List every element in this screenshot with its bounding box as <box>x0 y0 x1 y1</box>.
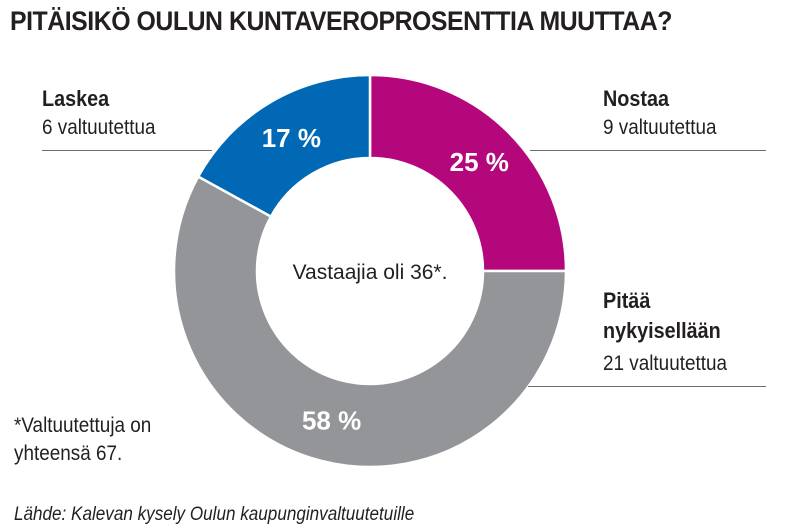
donut-slice-1 <box>172 174 568 469</box>
legend-laskea-label: Laskea <box>42 86 110 111</box>
donut-slice-0 <box>368 73 568 273</box>
footnote-line-2: yhteensä 67. <box>14 442 123 465</box>
source-note: Lähde: Kalevan kysely Oulun kaupunginval… <box>14 504 415 525</box>
legend-pitaa-count: 21 valtuutettua <box>603 352 728 375</box>
legend-laskea-count: 6 valtuutettua <box>42 116 156 139</box>
footnote-line-1: *Valtuutettuja on <box>14 414 152 437</box>
slice-value-label-1: 58 % <box>302 406 361 436</box>
slice-value-label-2: 17 % <box>262 123 321 153</box>
center-text: Vastaajia oli 36*. <box>293 261 448 284</box>
leader-line-nostaa <box>530 150 766 151</box>
legend-pitaa-label-2: nykyisellään <box>603 318 721 343</box>
chart-title: PITÄISIKÖ OULUN KUNTAVEROPROSENTTIA MUUT… <box>10 6 672 36</box>
legend-pitaa-label-1: Pitää <box>603 288 651 313</box>
legend-nostaa-count: 9 valtuutettua <box>603 116 717 139</box>
slice-value-label-0: 25 % <box>450 147 509 177</box>
donut-slice-2 <box>196 73 372 219</box>
leader-line-laskea <box>42 150 212 151</box>
leader-line-pitaa <box>528 386 766 387</box>
legend-nostaa-label: Nostaa <box>603 86 670 111</box>
